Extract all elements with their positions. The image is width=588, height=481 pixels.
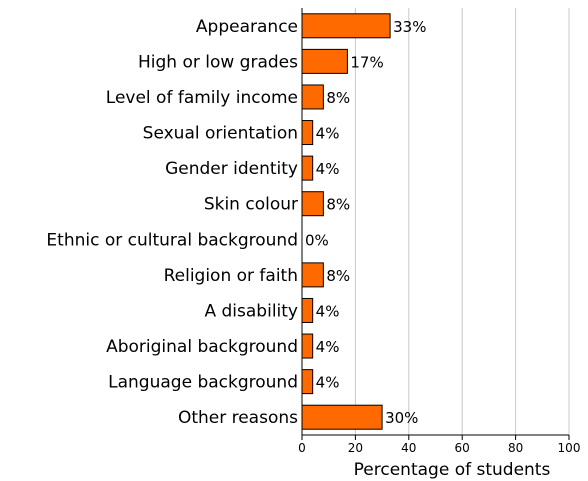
data-label-6: 0% (305, 231, 329, 249)
bars (301, 13, 391, 430)
data-label-9: 4% (316, 338, 340, 356)
category-label-10: Language background (108, 373, 298, 393)
x-tick-label-40: 40 (401, 441, 416, 455)
bar-11 (301, 404, 383, 430)
bar-0 (301, 13, 391, 39)
bar-8 (301, 297, 314, 323)
bar-10 (301, 369, 314, 395)
category-label-4: Gender identity (165, 159, 298, 179)
category-label-5: Skin colour (204, 195, 298, 215)
category-label-0: Appearance (196, 17, 298, 37)
x-tick-label-60: 60 (455, 441, 470, 455)
bar-7 (301, 262, 324, 288)
bar-9 (301, 333, 314, 359)
category-labels: Appearance High or low grades Level of fam… (46, 17, 298, 428)
data-label-8: 4% (316, 302, 340, 320)
category-label-7: Religion or faith (164, 266, 298, 286)
data-label-10: 4% (316, 374, 340, 392)
category-label-9: Aboriginal background (106, 337, 298, 357)
data-label-11: 30% (385, 409, 418, 427)
category-label-1: High or low grades (138, 52, 298, 72)
x-tick-label-80: 80 (508, 441, 523, 455)
data-label-3: 4% (316, 125, 340, 143)
x-axis-title: Percentage of students (354, 460, 551, 480)
category-label-8: A disability (204, 301, 298, 321)
bar-5 (301, 191, 324, 217)
x-axis: 0 20 40 60 80 100 (298, 8, 580, 455)
x-tick-label-100: 100 (558, 441, 581, 455)
data-label-5: 8% (326, 196, 350, 214)
category-label-11: Other reasons (178, 408, 298, 428)
data-label-2: 8% (326, 89, 350, 107)
data-label-7: 8% (326, 267, 350, 285)
category-label-6: Ethnic or cultural background (46, 230, 298, 250)
bar-4 (301, 155, 314, 181)
data-label-1: 17% (350, 53, 383, 71)
bar-3 (301, 120, 314, 146)
x-tick-label-20: 20 (348, 441, 363, 455)
x-tick-label-0: 0 (298, 441, 306, 455)
bar-2 (301, 84, 324, 110)
value-labels: 33%17%8%4%4%8%0%8%4%4%4%30% (305, 18, 426, 427)
category-label-2: Level of family income (106, 88, 298, 108)
data-label-4: 4% (316, 160, 340, 178)
bar-1 (301, 48, 348, 74)
data-label-0: 33% (393, 18, 426, 36)
gridlines (354, 8, 570, 435)
category-label-3: Sexual orientation (143, 124, 298, 144)
